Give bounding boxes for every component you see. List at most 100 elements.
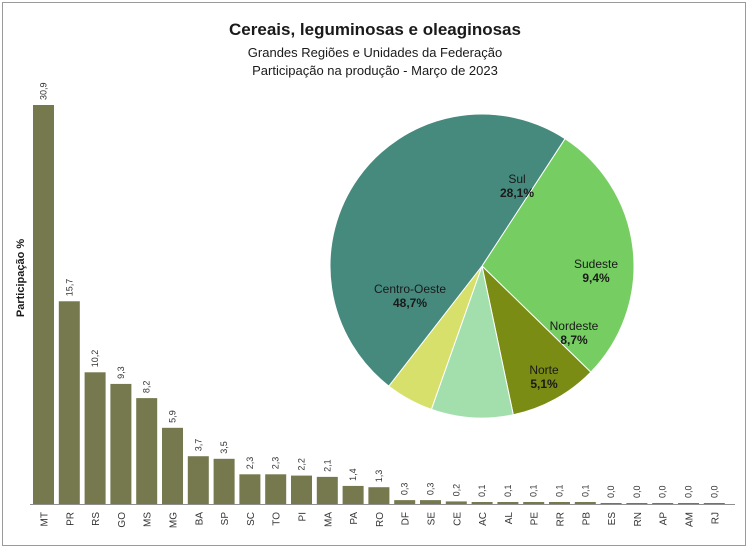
x-tick-label: BA xyxy=(194,512,205,526)
bar-value-label: 15,7 xyxy=(64,279,74,297)
x-tick-label: PR xyxy=(65,512,76,526)
x-tick-label: RS xyxy=(91,512,102,526)
x-tick-label: MG xyxy=(169,512,180,528)
bar-RO xyxy=(368,487,390,504)
bar-value-label: 0,0 xyxy=(632,485,642,498)
pie-slice-name: Norte xyxy=(529,363,559,377)
bar-TO xyxy=(265,474,287,504)
bar-AL xyxy=(497,502,519,504)
x-tick-label: MS xyxy=(143,512,154,527)
bar-SC xyxy=(239,474,261,504)
bar-DF xyxy=(394,500,416,504)
x-tick-label: DF xyxy=(401,512,412,525)
x-tick-label: RR xyxy=(556,512,567,526)
pie-slice-value: 9,4% xyxy=(582,271,610,285)
bar-value-label: 0,1 xyxy=(529,484,539,497)
x-tick-label: PB xyxy=(581,512,592,526)
bar-value-label: 2,3 xyxy=(271,457,281,470)
bar-value-label: 1,4 xyxy=(348,468,358,481)
x-tick-label: AP xyxy=(659,512,670,526)
pie-slice-centro-oeste xyxy=(329,113,566,387)
x-tick-label: AC xyxy=(478,512,489,526)
bar-RJ xyxy=(703,503,725,504)
x-tick-label: ES xyxy=(607,512,618,526)
bar-CE xyxy=(445,501,467,504)
x-tick-label: SC xyxy=(246,512,257,526)
x-tick-label: SE xyxy=(427,512,438,526)
bar-series: 30,9 MT 15,7 PR 10,2 RS 9,3 GO 8,2 MS 5,9 MG 3,7 BA 3,… xyxy=(30,82,735,528)
y-axis-label: Participação % xyxy=(15,239,27,317)
bar-value-label: 0,1 xyxy=(477,484,487,497)
bar-MA xyxy=(316,476,338,504)
bar-MS xyxy=(136,398,158,504)
pie-slice-sul xyxy=(481,138,635,373)
bar-value-label: 0,3 xyxy=(400,483,410,496)
x-tick-label: RO xyxy=(375,512,386,527)
bar-value-label: 0,3 xyxy=(426,483,436,496)
bar-AP xyxy=(652,503,674,504)
bar-PA xyxy=(342,485,364,504)
pie-slice-name: Centro-Oeste xyxy=(374,282,446,296)
bar-PE xyxy=(523,502,545,504)
bar-value-label: 0,0 xyxy=(606,485,616,498)
bar-value-label: 8,2 xyxy=(142,381,152,394)
bar-SP xyxy=(213,458,235,504)
chart-subtitle-2: Participação na produção - Março de 2023 xyxy=(252,63,498,78)
pie-slice-nordeste xyxy=(430,264,514,419)
pie-slice-name: Nordeste xyxy=(550,319,599,333)
bar-value-label: 9,3 xyxy=(116,366,126,379)
bar-PB xyxy=(574,502,596,504)
bar-value-label: 0,2 xyxy=(451,484,461,497)
x-tick-label: TO xyxy=(272,512,283,526)
chart-subtitle-1: Grandes Regiões e Unidades da Federação xyxy=(247,45,503,60)
x-tick-label: AL xyxy=(504,512,515,525)
x-tick-label: MA xyxy=(323,512,334,527)
bar-value-label: 0,0 xyxy=(658,485,668,498)
x-tick-label: AM xyxy=(685,512,696,527)
x-tick-label: PE xyxy=(530,512,541,526)
bar-AM xyxy=(678,503,699,504)
pie-slice-sudeste xyxy=(481,264,592,416)
bar-PR xyxy=(58,301,80,504)
pie-slice-name: Sul xyxy=(508,172,525,186)
pie-slice-value: 8,7% xyxy=(560,333,588,347)
bar-MT xyxy=(33,105,54,504)
bar-ES xyxy=(600,503,622,504)
x-tick-label: SP xyxy=(220,512,231,526)
bar-value-label: 2,3 xyxy=(245,457,255,470)
chart-title: Cereais, leguminosas e oleaginosas xyxy=(229,20,521,39)
bar-value-label: 0,1 xyxy=(555,484,565,497)
bar-AC xyxy=(471,502,493,504)
pie-slice-value: 5,1% xyxy=(530,377,558,391)
bar-value-label: 0,1 xyxy=(503,484,513,497)
bar-value-label: 0,0 xyxy=(709,485,719,498)
pie-slice-value: 28,1% xyxy=(500,186,534,200)
x-tick-label: PA xyxy=(349,512,360,525)
x-tick-label: MT xyxy=(40,512,51,526)
bar-value-label: 5,9 xyxy=(168,410,178,423)
bar-value-label: 2,2 xyxy=(297,458,307,471)
x-tick-label: GO xyxy=(117,512,128,528)
bar-value-label: 2,1 xyxy=(322,459,332,472)
bar-RS xyxy=(84,372,106,504)
bar-value-label: 3,7 xyxy=(193,439,203,452)
bar-value-label: 1,3 xyxy=(374,470,384,483)
bar-value-label: 30,9 xyxy=(39,82,49,100)
pie-slice-name: Sudeste xyxy=(574,257,618,271)
bar-value-label: 0,0 xyxy=(684,485,694,498)
bar-RR xyxy=(549,502,570,504)
bar-PI xyxy=(291,475,312,504)
bar-value-label: 3,5 xyxy=(219,441,229,454)
pie-slice-value: 48,7% xyxy=(393,296,427,310)
bar-SE xyxy=(420,500,441,504)
bar-value-label: 10,2 xyxy=(90,350,100,368)
bar-value-label: 0,1 xyxy=(580,484,590,497)
x-tick-label: PI xyxy=(298,512,309,521)
x-tick-label: RN xyxy=(633,512,644,526)
bar-MG xyxy=(162,427,183,504)
bar-GO xyxy=(110,383,132,504)
x-tick-label: RJ xyxy=(710,512,721,524)
bar-RN xyxy=(626,503,648,504)
